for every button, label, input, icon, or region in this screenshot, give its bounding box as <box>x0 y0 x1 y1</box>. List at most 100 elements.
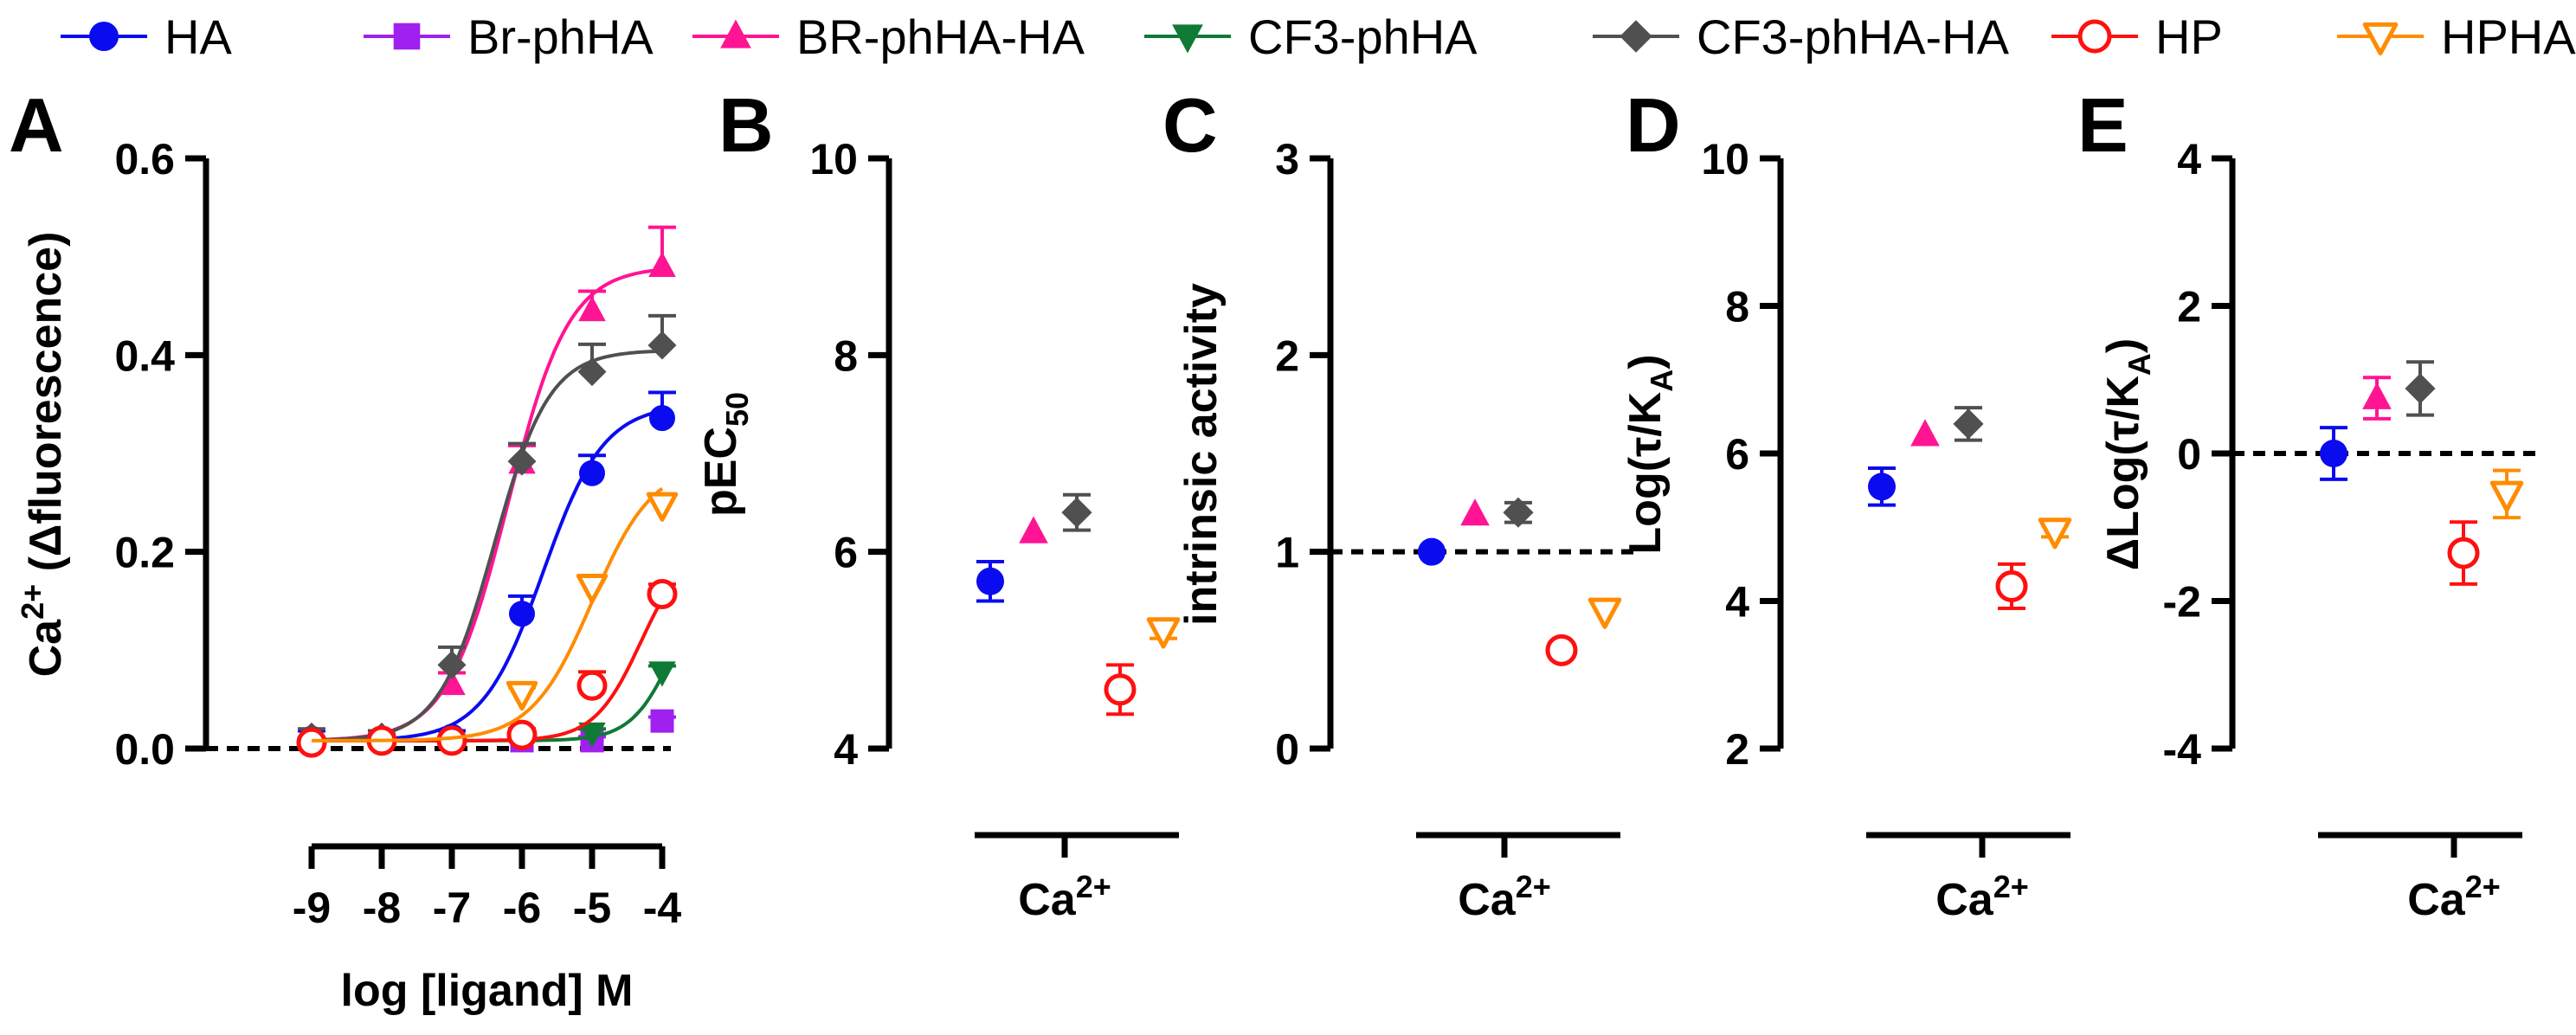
data-point <box>436 725 467 756</box>
data-point-HP <box>1545 633 1578 666</box>
y-tick-label: 0.0 <box>114 725 175 774</box>
legend-label: CF3-phHA <box>1248 10 1478 64</box>
y-tick-label: 10 <box>809 135 858 183</box>
y-axis-title-main: intrinsic activity <box>1176 283 1227 626</box>
legend-label: CF3-phHA-HA <box>1697 10 2010 64</box>
fit-curve <box>311 349 663 742</box>
y-axis-title-sup: 2+ <box>15 584 50 620</box>
data-point <box>506 719 538 750</box>
legend-label: Br-phHA <box>467 10 654 64</box>
y-tick-label: 0.2 <box>114 529 175 577</box>
x-tick-label: -4 <box>643 884 682 932</box>
legend-marker <box>2077 19 2112 54</box>
category-label-sup: 2+ <box>1516 869 1551 904</box>
category-label-sup: 2+ <box>1076 869 1111 904</box>
y-axis-title: ΔLog(τ/KA) <box>2098 338 2157 571</box>
y-tick-label: 3 <box>1275 135 1299 183</box>
panel-e: E -4 -2 0 2 4 ΔLog(τ/KA) Ca2+ <box>2077 82 2543 925</box>
data-point-HA <box>1868 472 1896 501</box>
y-axis-title-main: ΔLog(τ/K <box>2098 376 2148 571</box>
y-tick-label: 8 <box>834 331 858 380</box>
y-tick-label: 0.4 <box>114 331 175 380</box>
data-point <box>507 447 537 476</box>
data-point-HPHA <box>2489 480 2524 512</box>
data-point <box>648 661 676 687</box>
y-tick-label: 6 <box>834 529 858 577</box>
legend-entry: CF3-phHA <box>1144 10 1478 64</box>
category-label-main: Ca <box>1935 875 1994 925</box>
legend-marker <box>393 22 421 50</box>
data-point <box>578 295 606 322</box>
category-label-main: Ca <box>1018 875 1077 925</box>
legend-entry: BR-phHA-HA <box>692 10 1085 64</box>
category-label-main: Ca <box>2407 875 2466 925</box>
panel-d: D 2 4 6 8 10 Log(τ/KA) Ca2+ <box>1620 82 2072 925</box>
y-tick-label: 4 <box>2177 135 2201 183</box>
legend-marker <box>1620 20 1652 53</box>
y-axis-title: intrinsic activity <box>1176 283 1227 626</box>
data-point <box>649 405 675 432</box>
x-tick-label: -6 <box>503 884 541 932</box>
category-label-main: Ca <box>1458 875 1517 925</box>
data-point <box>650 709 674 733</box>
category-label: Ca2+ <box>2407 869 2501 925</box>
fit-curve <box>312 267 663 742</box>
y-axis-title: Log(τ/KA) <box>1620 354 1679 554</box>
data-point-CF3phHAHA <box>1061 497 1092 528</box>
data-point-HA <box>976 567 1004 595</box>
data-point-BRphHAHA <box>1910 419 1940 447</box>
data-point-CF3phHAHA <box>2405 373 2436 404</box>
y-tick-label: 4 <box>1725 578 1749 627</box>
data-point-CF3phHAHA <box>1503 497 1534 528</box>
category-label: Ca2+ <box>1018 869 1111 925</box>
y-tick-label: 2 <box>1725 725 1749 774</box>
y-axis-title-rest: (Δfluorescence) <box>21 232 71 584</box>
data-point <box>509 601 535 627</box>
category-label-sup: 2+ <box>2465 869 2501 904</box>
data-point-HP <box>2447 537 2480 569</box>
panel-letter: B <box>718 82 774 168</box>
x-tick-label: -7 <box>433 884 471 932</box>
y-axis-title-rest: ) <box>2098 338 2148 353</box>
y-tick-label: 0 <box>2177 430 2201 479</box>
panel-b: B 4 6 8 10 pEC50 Ca2+ <box>696 82 1181 925</box>
y-axis-title-main: Ca <box>21 619 71 678</box>
legend-label: HA <box>164 10 232 64</box>
data-point-HP <box>1104 673 1137 706</box>
series-BRphHAHA <box>312 225 676 742</box>
y-tick-label: -4 <box>2163 725 2202 774</box>
legend-marker <box>2362 22 2399 56</box>
data-point <box>438 669 466 696</box>
x-tick-label: -8 <box>363 884 401 932</box>
data-point-CF3phHAHA <box>1953 408 1984 440</box>
fit-curve <box>312 598 664 742</box>
panel-letter: A <box>9 82 64 168</box>
category-label-sup: 2+ <box>1993 869 2029 904</box>
y-axis-title-main: pEC <box>696 427 746 517</box>
y-tick-label: 10 <box>1701 135 1749 183</box>
y-tick-label: 4 <box>834 725 858 774</box>
data-point-BRphHAHA <box>2362 382 2392 409</box>
legend-entry: Br-phHA <box>364 10 654 64</box>
data-point <box>437 650 467 679</box>
y-axis-title-sub: 50 <box>719 392 755 427</box>
panel-letter: D <box>1626 82 1681 168</box>
x-tick-label: -5 <box>573 884 611 932</box>
data-point <box>648 251 676 278</box>
panel-c: C 0 1 2 3 intrinsic activity Ca2+ <box>1162 82 1641 925</box>
y-axis-title-sub: A <box>1644 370 1679 392</box>
y-tick-label: -2 <box>2163 578 2201 627</box>
y-tick-label: 0 <box>1275 725 1299 774</box>
data-point <box>576 670 608 701</box>
data-point <box>647 579 678 610</box>
legend-entry: HP <box>2051 10 2223 64</box>
data-point-BRphHAHA <box>1019 516 1048 543</box>
x-axis-title: log [ligand] M <box>341 966 634 1016</box>
y-axis-title: pEC50 <box>696 392 755 517</box>
legend-label: BR-phHA-HA <box>796 10 1085 64</box>
category-label: Ca2+ <box>1935 869 2029 925</box>
data-point-HA <box>2320 440 2347 467</box>
legend-entry: HA <box>61 10 232 64</box>
panel-letter: E <box>2077 82 2128 168</box>
